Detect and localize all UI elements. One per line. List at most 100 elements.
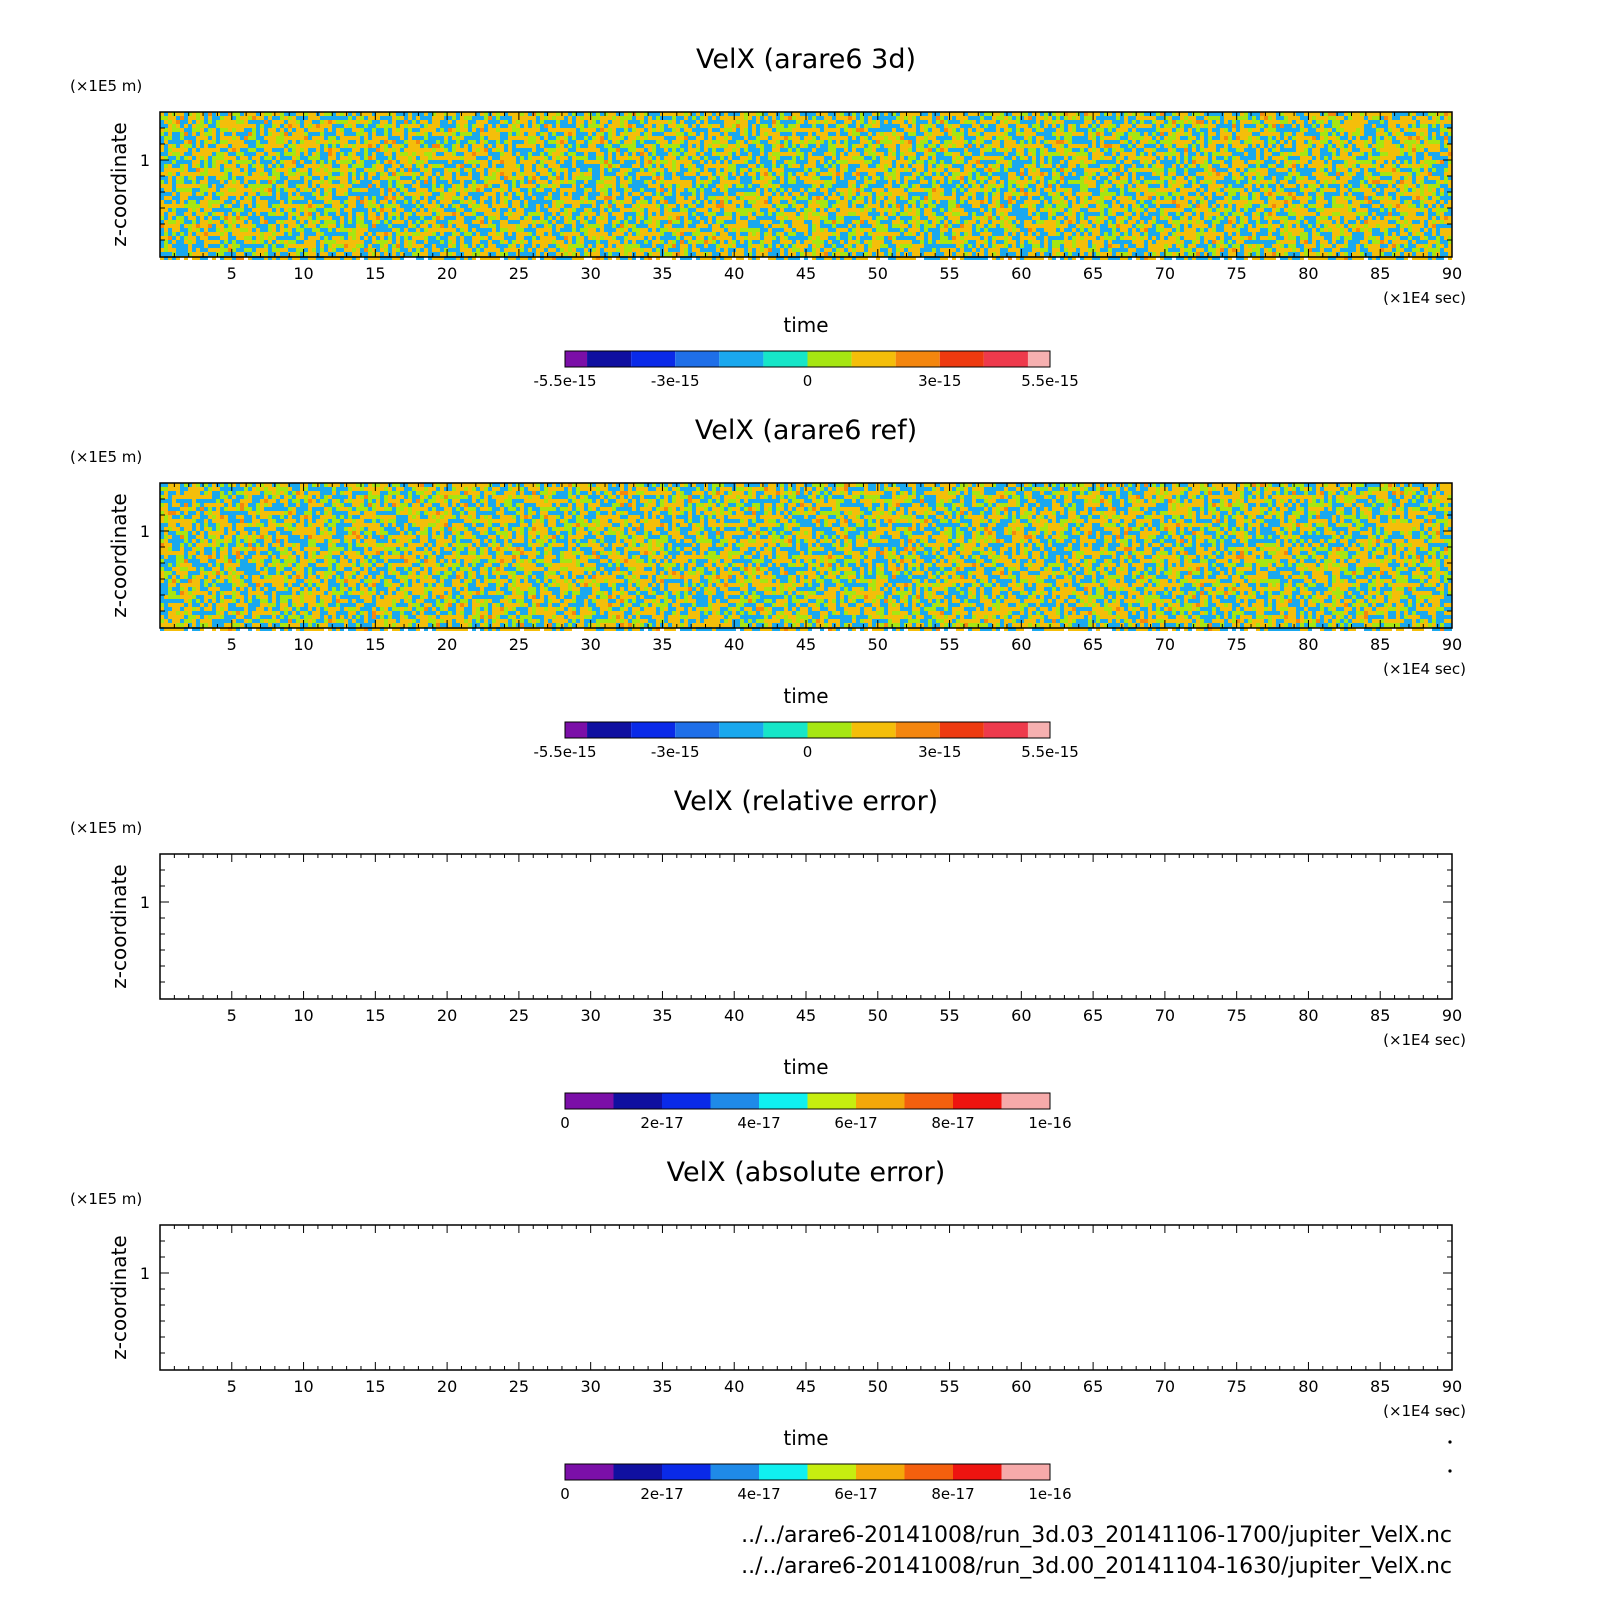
field-cell bbox=[744, 164, 748, 168]
field-cell bbox=[824, 128, 828, 132]
field-cell bbox=[1228, 176, 1232, 180]
field-cell bbox=[1296, 120, 1300, 124]
field-cell bbox=[1084, 156, 1088, 160]
field-cell bbox=[1152, 124, 1156, 128]
field-cell bbox=[176, 140, 180, 144]
field-cell bbox=[1100, 164, 1104, 168]
field-cell bbox=[908, 180, 912, 184]
field-cell bbox=[1304, 180, 1308, 184]
field-cell bbox=[1212, 180, 1216, 184]
field-cell bbox=[388, 136, 392, 140]
field-cell bbox=[228, 140, 232, 144]
field-cell bbox=[1344, 128, 1348, 132]
field-cell bbox=[480, 120, 484, 124]
field-cell bbox=[816, 180, 820, 184]
field-cell bbox=[1104, 184, 1108, 188]
field-cell bbox=[344, 124, 348, 128]
field-cell bbox=[1448, 120, 1452, 124]
field-cell bbox=[844, 156, 848, 160]
field-cell bbox=[1068, 168, 1072, 172]
field-cell bbox=[380, 160, 384, 164]
field-cell bbox=[444, 120, 448, 124]
field-cell bbox=[168, 116, 172, 120]
field-cell bbox=[316, 132, 320, 136]
field-cell bbox=[480, 132, 484, 136]
field-cell bbox=[428, 184, 432, 188]
field-cell bbox=[712, 168, 716, 172]
field-cell bbox=[1200, 120, 1204, 124]
field-cell bbox=[484, 168, 488, 172]
field-cell bbox=[544, 144, 548, 148]
field-cell bbox=[796, 112, 800, 116]
field-cell bbox=[824, 144, 828, 148]
field-cell bbox=[848, 132, 852, 136]
field-cell bbox=[820, 156, 824, 160]
field-cell bbox=[464, 152, 468, 156]
field-cell bbox=[608, 120, 612, 124]
field-cell bbox=[484, 160, 488, 164]
field-cell bbox=[856, 120, 860, 124]
field-cell bbox=[1376, 180, 1380, 184]
field-cell bbox=[1232, 148, 1236, 152]
field-cell bbox=[392, 168, 396, 172]
field-cell bbox=[244, 156, 248, 160]
field-cell bbox=[944, 156, 948, 160]
field-cell bbox=[364, 184, 368, 188]
field-cell bbox=[1092, 184, 1096, 188]
field-cell bbox=[632, 116, 636, 120]
field-cell bbox=[1360, 172, 1364, 176]
field-cell bbox=[1008, 172, 1012, 176]
field-cell bbox=[1004, 116, 1008, 120]
field-cell bbox=[448, 144, 452, 148]
field-cell bbox=[420, 172, 424, 176]
field-cell bbox=[628, 152, 632, 156]
field-cell bbox=[516, 116, 520, 120]
field-cell bbox=[204, 116, 208, 120]
field-cell bbox=[320, 144, 324, 148]
field-cell bbox=[312, 180, 316, 184]
field-cell bbox=[1044, 148, 1048, 152]
field-cell bbox=[1280, 128, 1284, 132]
field-cell bbox=[608, 172, 612, 176]
field-cell bbox=[196, 148, 200, 152]
field-cell bbox=[1280, 124, 1284, 128]
field-cell bbox=[300, 156, 304, 160]
field-cell bbox=[1312, 160, 1316, 164]
field-cell bbox=[1096, 136, 1100, 140]
field-cell bbox=[604, 132, 608, 136]
field-cell bbox=[828, 128, 832, 132]
field-cell bbox=[1124, 164, 1128, 168]
field-cell bbox=[572, 120, 576, 124]
field-cell bbox=[588, 132, 592, 136]
field-cell bbox=[1396, 140, 1400, 144]
field-cell bbox=[824, 140, 828, 144]
field-cell bbox=[720, 164, 724, 168]
field-cell bbox=[632, 184, 636, 188]
field-cell bbox=[1248, 172, 1252, 176]
field-cell bbox=[1000, 144, 1004, 148]
field-cell bbox=[196, 160, 200, 164]
field-cell bbox=[852, 120, 856, 124]
field-cell bbox=[1432, 120, 1436, 124]
field-cell bbox=[1412, 152, 1416, 156]
field-cell bbox=[204, 136, 208, 140]
field-cell bbox=[724, 140, 728, 144]
field-cell bbox=[816, 148, 820, 152]
field-cell bbox=[396, 188, 400, 192]
field-cell bbox=[644, 120, 648, 124]
field-cell bbox=[1212, 156, 1216, 160]
field-cell bbox=[1336, 164, 1340, 168]
field-cell bbox=[720, 136, 724, 140]
field-cell bbox=[888, 168, 892, 172]
field-cell bbox=[1020, 180, 1024, 184]
field-cell bbox=[764, 112, 768, 116]
field-cell bbox=[960, 128, 964, 132]
field-cell bbox=[756, 152, 760, 156]
field-cell bbox=[640, 128, 644, 132]
field-cell bbox=[1152, 172, 1156, 176]
field-cell bbox=[1024, 164, 1028, 168]
field-cell bbox=[228, 120, 232, 124]
field-cell bbox=[1372, 172, 1376, 176]
field-cell bbox=[1364, 156, 1368, 160]
field-cell bbox=[392, 172, 396, 176]
